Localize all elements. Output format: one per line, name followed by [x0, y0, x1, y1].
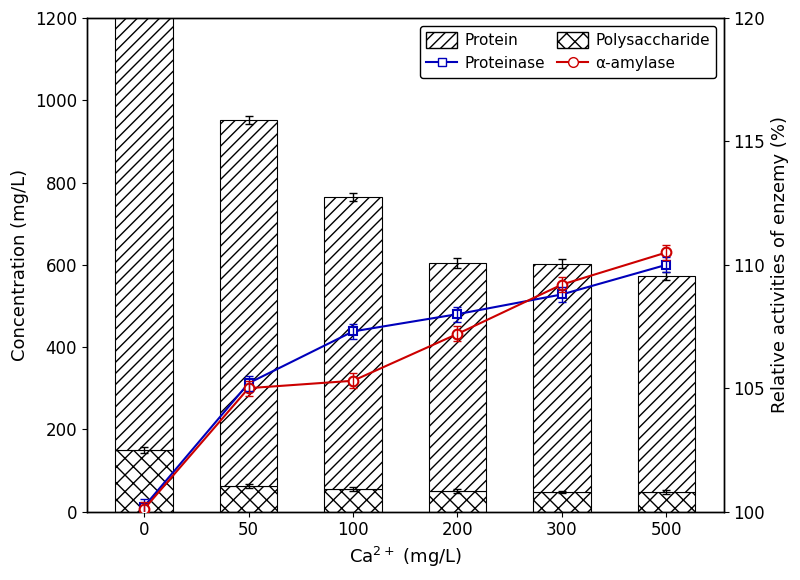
- Proteinase: [557, 291, 566, 298]
- Legend: Protein, Proteinase, Polysaccharide, α-amylase: Protein, Proteinase, Polysaccharide, α-a…: [420, 26, 716, 78]
- α-amylase: [244, 385, 254, 392]
- Bar: [534, 263, 590, 492]
- Bar: [115, 0, 173, 450]
- Bar: [220, 120, 278, 486]
- α-amylase: [453, 331, 462, 338]
- Y-axis label: Relative activities of enzemy (%): Relative activities of enzemy (%): [771, 117, 789, 414]
- Bar: [638, 492, 695, 512]
- Bar: [115, 450, 173, 512]
- Proteinase: [662, 262, 671, 269]
- α-amylase: [348, 377, 358, 384]
- Proteinase: [453, 311, 462, 318]
- α-amylase: [662, 249, 671, 256]
- Line: α-amylase: α-amylase: [139, 248, 671, 514]
- Bar: [324, 197, 382, 489]
- Bar: [638, 276, 695, 492]
- Proteinase: [139, 503, 149, 510]
- Bar: [429, 491, 486, 512]
- Line: Proteinase: Proteinase: [140, 260, 670, 511]
- Bar: [534, 492, 590, 512]
- Proteinase: [244, 380, 254, 387]
- Proteinase: [348, 328, 358, 335]
- Bar: [220, 486, 278, 512]
- Y-axis label: Concentration (mg/L): Concentration (mg/L): [11, 169, 29, 361]
- Bar: [429, 263, 486, 491]
- Bar: [324, 489, 382, 512]
- α-amylase: [557, 281, 566, 288]
- X-axis label: Ca$^{2+}$ (mg/L): Ca$^{2+}$ (mg/L): [349, 545, 462, 569]
- α-amylase: [139, 506, 149, 513]
